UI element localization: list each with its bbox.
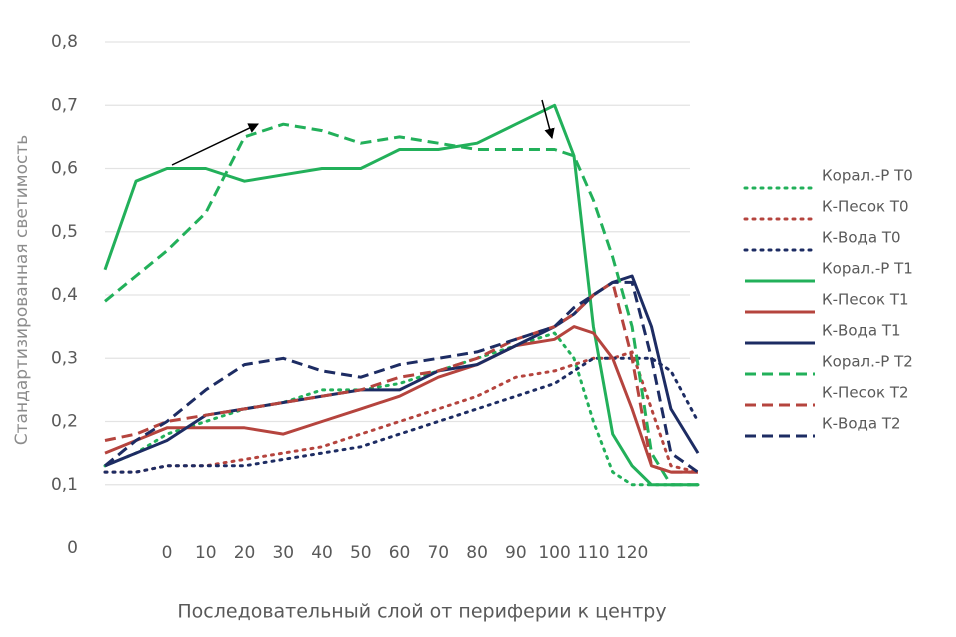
x-axis-title: Последовательный слой от периферии к цен… <box>177 601 666 623</box>
legend-label: К-Вода Т0 <box>822 229 901 247</box>
legend-label: Корал.-Р Т2 <box>822 353 913 371</box>
x-tick-label: 90 <box>505 543 527 563</box>
series-line <box>104 280 698 474</box>
x-tick-label: 120 <box>616 543 648 563</box>
legend-label: К-Песок Т0 <box>822 198 909 216</box>
legend-label: К-Песок Т2 <box>822 384 909 402</box>
x-tick-label: 100 <box>538 543 570 563</box>
series-line <box>103 350 700 474</box>
x-tick-label: 20 <box>234 543 256 563</box>
y-tick-label: 0,2 <box>51 412 78 432</box>
legend-label: Корал.-Р Т1 <box>822 260 913 278</box>
y-tick-label: 0,7 <box>51 95 78 115</box>
series-line <box>104 280 699 474</box>
x-tick-label: 10 <box>195 543 217 563</box>
annotation-arrow <box>171 123 259 166</box>
legend: Корал.-Р Т0 К-Песок Т0 К-Вода Т0 Корал.-Р Т… <box>743 167 913 438</box>
series-line <box>103 356 700 474</box>
legend-label: К-Песок Т1 <box>822 291 909 309</box>
legend-label: К-Вода Т1 <box>822 322 901 340</box>
x-tick-label: 30 <box>272 543 294 563</box>
y-tick-label: 0,5 <box>51 222 78 242</box>
x-tick-label: 40 <box>311 543 333 563</box>
x-tick-label: 0 <box>162 543 173 563</box>
y-tick-label: 0,3 <box>51 348 78 368</box>
y-tick-label: 0,6 <box>51 159 78 179</box>
legend-label: К-Вода Т2 <box>822 415 901 433</box>
legend-label: Корал.-Р Т0 <box>822 167 913 185</box>
x-tick-label: 70 <box>427 543 449 563</box>
series-line <box>103 103 698 487</box>
series-line <box>104 325 698 474</box>
y-tick-label: 0,4 <box>51 285 78 305</box>
y-tick-label: 0 <box>67 538 78 558</box>
y-tick-label: 0,1 <box>51 475 78 495</box>
series-line <box>104 122 698 487</box>
lines <box>103 103 700 487</box>
annotation-arrow <box>541 99 555 140</box>
series-line <box>104 274 700 468</box>
x-tick-label: 60 <box>389 543 411 563</box>
x-tick-label: 110 <box>577 543 609 563</box>
x-tick-label: 80 <box>466 543 488 563</box>
y-axis-title: Стандартизированная светимость <box>12 135 32 445</box>
x-tick-label: 50 <box>350 543 372 563</box>
y-tick-label: 0,8 <box>51 32 78 52</box>
